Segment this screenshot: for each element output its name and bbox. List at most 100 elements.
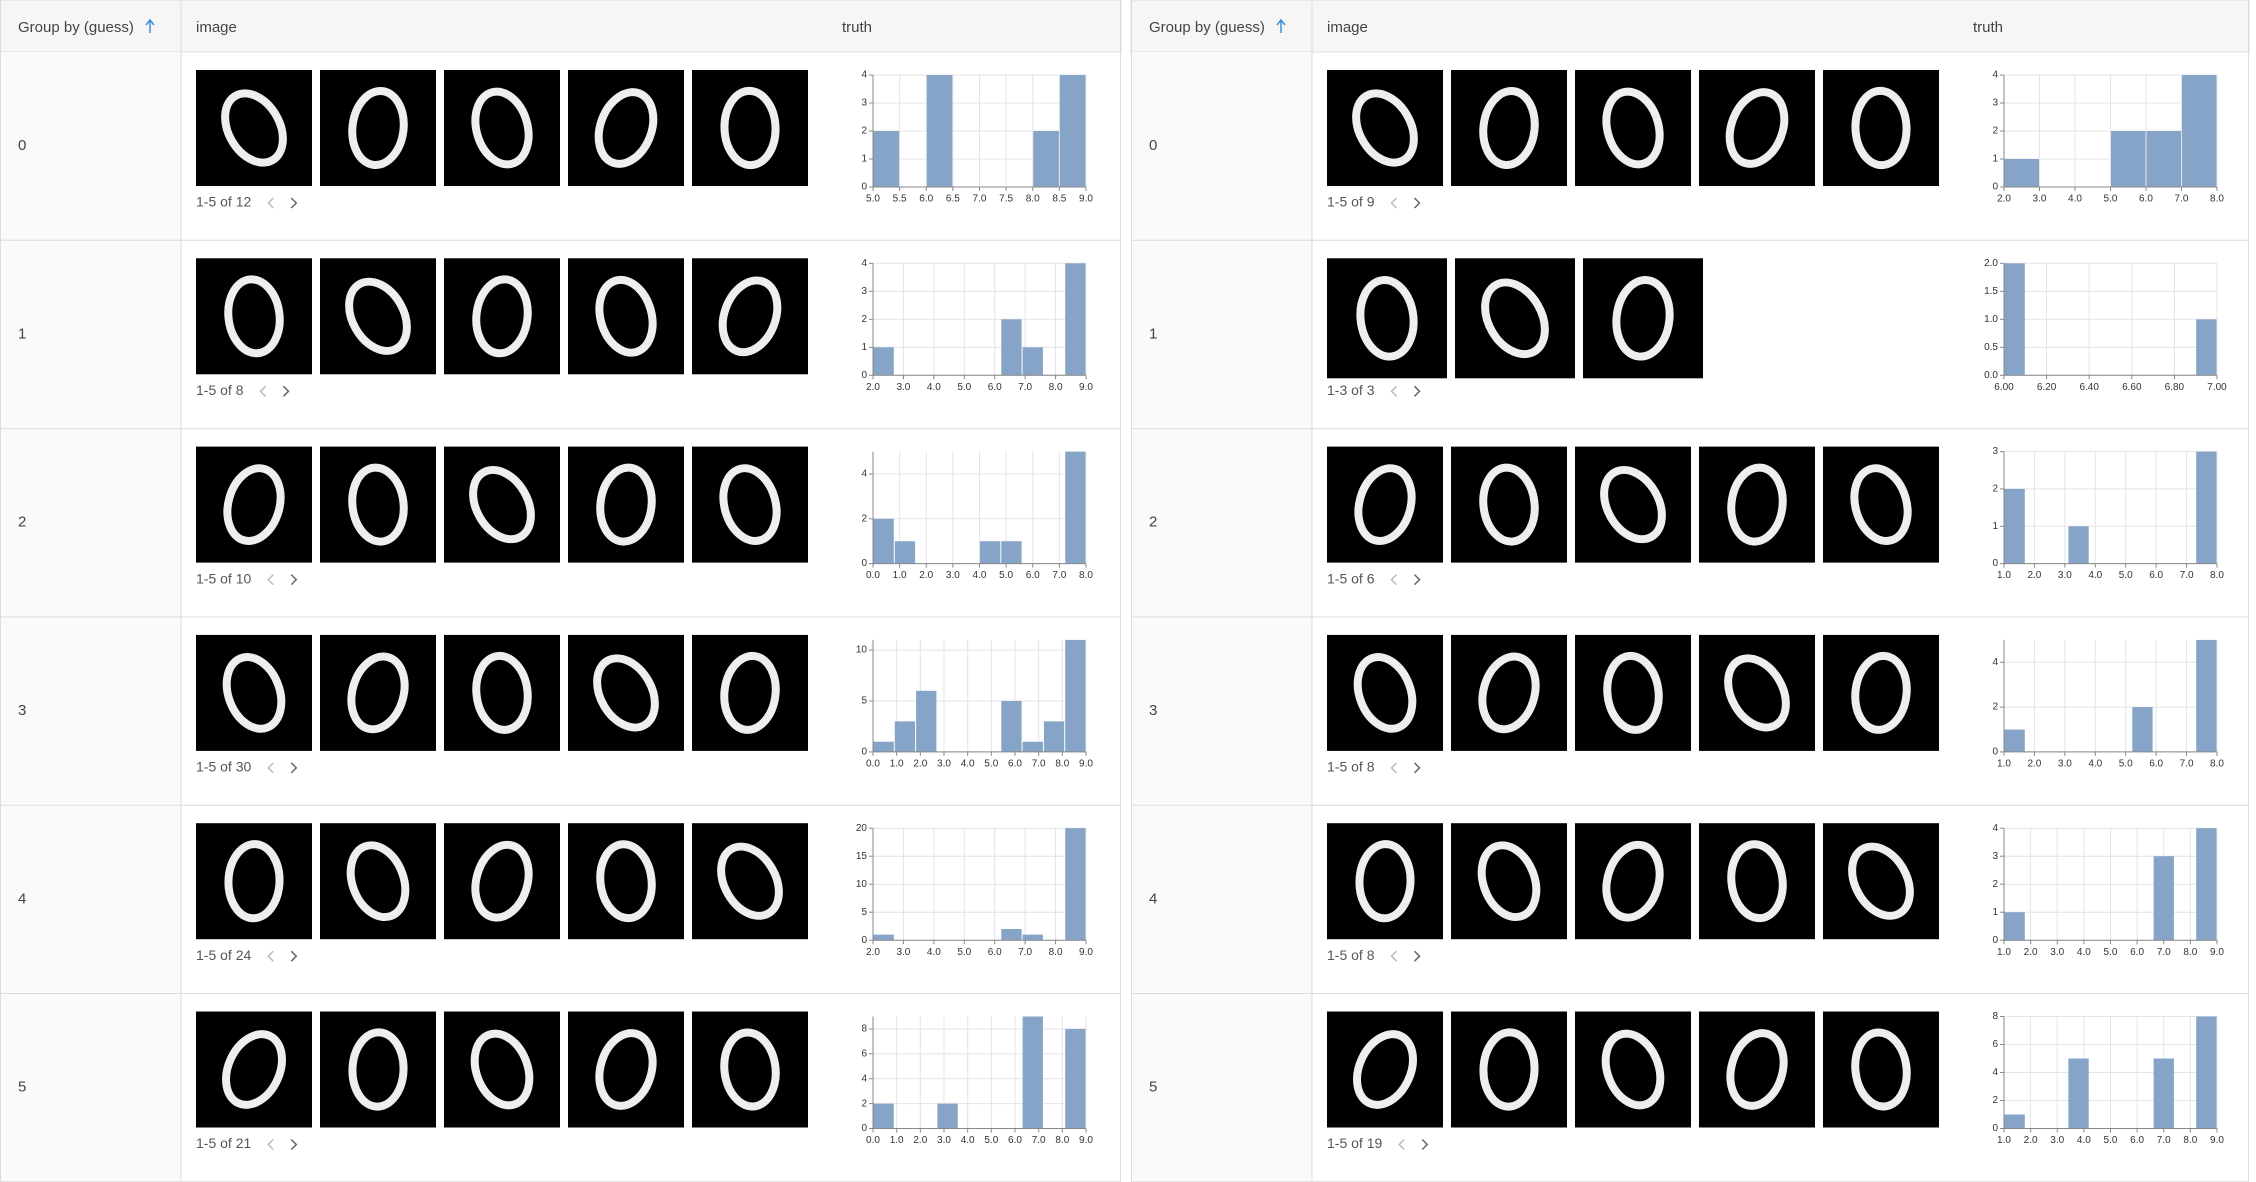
prev-page-icon[interactable] (1390, 197, 1398, 209)
digit-image[interactable] (1451, 823, 1567, 940)
prev-page-icon[interactable] (267, 950, 274, 962)
digit-image[interactable] (692, 258, 808, 375)
y-tick-label: 3 (1992, 851, 1998, 862)
digit-image[interactable] (320, 823, 436, 940)
digit-stroke (1601, 1029, 1665, 1110)
digit-image[interactable] (1699, 70, 1815, 186)
digit-image[interactable] (1823, 823, 1939, 940)
digit-stroke (224, 840, 284, 923)
digit-stroke (1355, 840, 1415, 923)
histogram-bar (873, 1103, 894, 1129)
x-tick-label: 7.0 (1052, 570, 1066, 581)
digit-image[interactable] (444, 70, 560, 186)
prev-page-icon[interactable] (1390, 385, 1398, 397)
digit-stroke (1725, 88, 1789, 168)
prev-page-icon[interactable] (1390, 950, 1398, 962)
digit-image[interactable] (1575, 1011, 1691, 1128)
digit-image[interactable] (1575, 70, 1691, 186)
group-label: 5 (1149, 1079, 1157, 1096)
digit-image[interactable] (196, 1011, 312, 1128)
prev-page-icon[interactable] (267, 762, 274, 774)
x-tick-label: 1.0 (890, 759, 904, 770)
next-page-icon[interactable] (290, 1138, 298, 1151)
prev-page-icon[interactable] (1398, 1138, 1405, 1151)
digit-image[interactable] (1327, 70, 1443, 186)
histogram-bar (2196, 828, 2217, 941)
digit-stroke (1602, 840, 1664, 922)
digit-image[interactable] (568, 1011, 684, 1128)
digit-image[interactable] (1327, 446, 1443, 563)
digit-stroke (469, 466, 535, 544)
x-tick-label: 4.0 (973, 570, 987, 581)
pager-text: 1-5 of 30 (196, 759, 251, 775)
digit-image[interactable] (1699, 634, 1815, 751)
next-page-icon[interactable] (1413, 197, 1421, 209)
next-page-icon[interactable] (290, 574, 298, 586)
pager-text: 1-5 of 8 (1327, 947, 1375, 963)
digit-image[interactable] (196, 70, 312, 186)
y-tick-label: 0 (1992, 1123, 1998, 1134)
digit-image[interactable] (1451, 634, 1567, 751)
digit-stroke (1353, 1030, 1417, 1109)
digit-image[interactable] (568, 70, 684, 186)
prev-page-icon[interactable] (259, 385, 267, 397)
table-panel: Group by (guess) image truth 0 1-5 of 9 0 1 2 3 4… (1130, 0, 2250, 1182)
digit-image[interactable] (444, 823, 560, 940)
digit-image[interactable] (692, 823, 808, 940)
y-tick-label: 5 (861, 696, 867, 707)
next-page-icon[interactable] (1421, 1138, 1429, 1151)
digit-image[interactable] (1575, 823, 1691, 940)
y-tick-label: 2 (861, 1098, 867, 1109)
digit-image[interactable] (320, 634, 436, 751)
x-tick-label: 6.00 (1994, 382, 2014, 393)
y-tick-label: 4 (861, 469, 867, 480)
x-tick-label: 7.00 (2207, 382, 2227, 393)
digit-image[interactable] (444, 446, 560, 563)
histogram-bar (1001, 929, 1022, 941)
table-panel: Group by (guess) image truth 0 1-5 of 12 0 1 2 3… (0, 0, 1122, 1182)
prev-page-icon[interactable] (1390, 574, 1398, 586)
prev-page-icon[interactable] (267, 197, 274, 209)
digit-image[interactable] (1575, 446, 1691, 563)
prev-page-icon[interactable] (267, 1138, 274, 1151)
digit-image[interactable] (692, 446, 808, 563)
y-tick-label: 2 (1992, 879, 1998, 890)
y-tick-label: 5 (861, 907, 867, 918)
digit-image[interactable] (568, 634, 684, 751)
x-tick-label: 7.0 (1032, 1135, 1046, 1146)
digit-image[interactable] (196, 634, 312, 751)
prev-page-icon[interactable] (1390, 762, 1398, 774)
next-page-icon[interactable] (1413, 950, 1421, 962)
digit-image[interactable] (444, 1011, 560, 1128)
digit-stroke (348, 87, 408, 169)
next-page-icon[interactable] (282, 385, 290, 397)
x-tick-label: 6.5 (946, 194, 960, 205)
digit-image[interactable] (1327, 1011, 1443, 1128)
histogram: 0 1 2 3 1.0 2.0 3.0 4.0 5.0 6.0 7.0 8.0 (1992, 446, 2224, 581)
next-page-icon[interactable] (1413, 574, 1421, 586)
column-header[interactable]: Group by (guess) (18, 19, 134, 36)
digit-stroke (1612, 276, 1674, 361)
digit-image[interactable] (1699, 1011, 1815, 1128)
histogram-bar (894, 721, 916, 752)
digit-image[interactable] (568, 258, 684, 375)
next-page-icon[interactable] (1413, 762, 1421, 774)
prev-page-icon[interactable] (267, 574, 274, 586)
y-tick-label: 1 (1992, 154, 1998, 165)
digit-image[interactable] (196, 446, 312, 563)
next-page-icon[interactable] (1413, 385, 1421, 397)
column-header[interactable]: Group by (guess) (1149, 19, 1265, 36)
digit-image[interactable] (1327, 634, 1443, 751)
next-page-icon[interactable] (290, 762, 298, 774)
next-page-icon[interactable] (290, 197, 298, 209)
x-tick-label: 9.0 (2210, 947, 2224, 958)
x-tick-label: 5.0 (957, 947, 971, 958)
histogram-bar (2004, 263, 2025, 376)
x-tick-label: 8.0 (1055, 1135, 1069, 1146)
next-page-icon[interactable] (290, 950, 298, 962)
x-tick-label: 6.0 (2149, 759, 2163, 770)
histogram-bar (926, 75, 953, 187)
digit-image[interactable] (1455, 258, 1575, 379)
digit-image[interactable] (1823, 446, 1939, 563)
digit-image[interactable] (320, 258, 436, 375)
